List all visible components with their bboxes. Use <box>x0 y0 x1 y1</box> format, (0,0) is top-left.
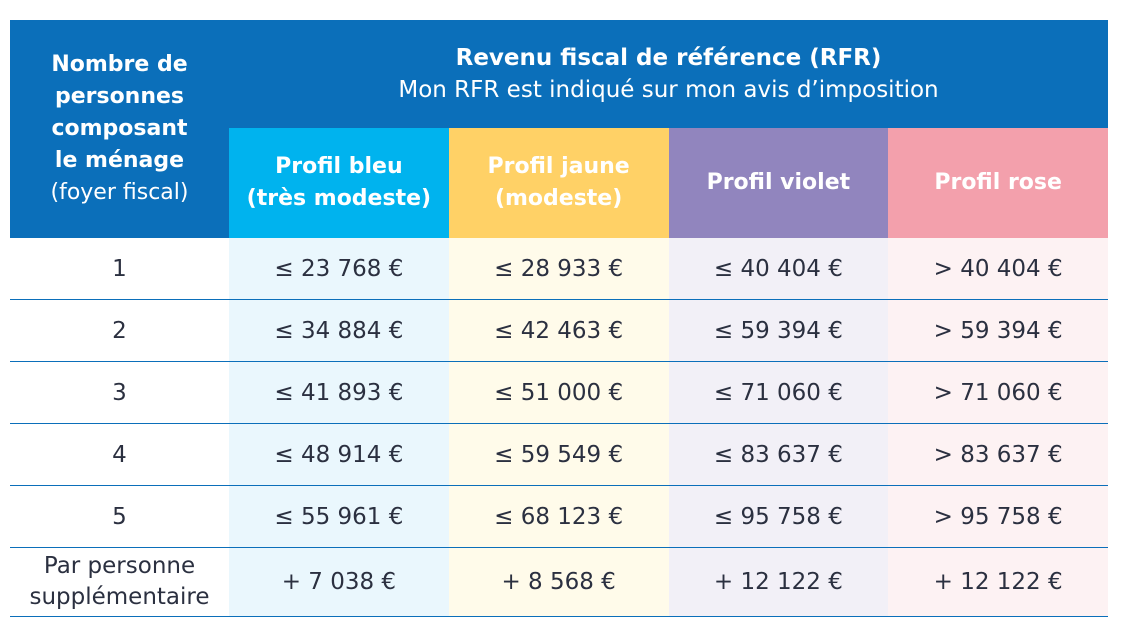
threshold-cell: ≤ 42 463 € <box>448 299 669 362</box>
threshold-cell: ≤ 51 000 € <box>448 361 669 424</box>
household-size-label: 2 <box>112 317 127 344</box>
table-row: 4 ≤ 48 914 € ≤ 59 549 € ≤ 83 637 € > 83 637 … <box>10 423 1109 486</box>
profile-header-yellow: Profil jaune (modeste) <box>448 128 669 238</box>
table-row: 3 ≤ 41 893 € ≤ 51 000 € ≤ 71 060 € > 71 060 … <box>10 361 1109 424</box>
threshold-cell: ≤ 40 404 € <box>668 238 889 300</box>
threshold-cell: ≤ 95 758 € <box>668 485 889 548</box>
household-header-sub: (foyer fiscal) <box>50 180 189 205</box>
household-size-label: 5 <box>112 503 127 530</box>
table-body: 1 ≤ 23 768 € ≤ 28 933 € ≤ 40 404 € > 40 404 … <box>10 238 1109 617</box>
table-row: 5 ≤ 55 961 € ≤ 68 123 € ≤ 95 758 € > 95 758 … <box>10 485 1109 548</box>
household-size-label: 3 <box>112 379 127 406</box>
table-row: 2 ≤ 34 884 € ≤ 42 463 € ≤ 59 394 € > 59 394 … <box>10 299 1109 362</box>
household-size-cell: 1 <box>10 238 229 300</box>
rfr-subtitle: Mon RFR est indiqué sur mon avis d’impos… <box>398 77 939 103</box>
profile-yellow-line-2: (modeste) <box>494 186 623 211</box>
profile-header-blue: Profil bleu (très modeste) <box>229 128 449 238</box>
threshold-cell: ≤ 34 884 € <box>229 299 449 362</box>
threshold-cell: ≤ 55 961 € <box>229 485 449 548</box>
threshold-cell: + 7 038 € <box>229 547 449 617</box>
household-header-line-4: le ménage <box>54 148 185 173</box>
household-size-label: supplémentaire <box>29 584 210 610</box>
table-row: 1 ≤ 23 768 € ≤ 28 933 € ≤ 40 404 € > 40 404 … <box>10 238 1109 300</box>
profile-header-violet: Profil violet <box>668 128 889 238</box>
threshold-cell: ≤ 68 123 € <box>448 485 669 548</box>
income-threshold-table: Nombre de personnes composant le ménage … <box>10 20 1109 617</box>
household-size-cell: 4 <box>10 423 229 486</box>
threshold-cell: > 71 060 € <box>888 361 1109 424</box>
threshold-cell: > 83 637 € <box>888 423 1109 486</box>
household-header-line-2: personnes <box>54 84 185 109</box>
profile-yellow-line-1: Profil jaune <box>487 154 630 179</box>
threshold-cell: > 95 758 € <box>888 485 1109 548</box>
household-size-label: 4 <box>112 441 127 468</box>
household-size-label: 1 <box>112 255 127 282</box>
threshold-cell: ≤ 59 394 € <box>668 299 889 362</box>
household-size-cell: 3 <box>10 361 229 424</box>
income-table-container: Nombre de personnes composant le ménage … <box>10 20 1109 617</box>
profile-pink-label: Profil rose <box>934 170 1062 195</box>
threshold-cell: ≤ 41 893 € <box>229 361 449 424</box>
profile-violet-label: Profil violet <box>706 170 851 195</box>
threshold-cell: > 40 404 € <box>888 238 1109 300</box>
household-size-label: Par personne <box>43 553 196 579</box>
threshold-cell: ≤ 48 914 € <box>229 423 449 486</box>
threshold-cell: ≤ 83 637 € <box>668 423 889 486</box>
table-row: Par personne supplémentaire + 7 038 € + 8 5… <box>10 547 1109 617</box>
threshold-cell: ≤ 59 549 € <box>448 423 669 486</box>
threshold-cell: ≤ 71 060 € <box>668 361 889 424</box>
household-header-line-1: Nombre de <box>51 52 188 77</box>
threshold-cell: ≤ 28 933 € <box>448 238 669 300</box>
household-size-cell: Par personne supplémentaire <box>10 547 229 617</box>
rfr-title: Revenu fiscal de référence (RFR) <box>455 45 882 71</box>
threshold-cell: + 12 122 € <box>888 547 1109 617</box>
household-size-cell: 2 <box>10 299 229 362</box>
threshold-cell: + 12 122 € <box>668 547 889 617</box>
household-header-line-3: composant <box>51 116 188 141</box>
threshold-cell: > 59 394 € <box>888 299 1109 362</box>
threshold-cell: ≤ 23 768 € <box>229 238 449 300</box>
profile-blue-line-1: Profil bleu <box>275 154 403 179</box>
rfr-header: Revenu fiscal de référence (RFR) Mon RFR… <box>229 20 1109 128</box>
household-size-cell: 5 <box>10 485 229 548</box>
threshold-cell: + 8 568 € <box>448 547 669 617</box>
profile-header-pink: Profil rose <box>888 128 1109 238</box>
profile-blue-line-2: (très modeste) <box>246 186 432 211</box>
household-size-header: Nombre de personnes composant le ménage … <box>10 20 229 238</box>
